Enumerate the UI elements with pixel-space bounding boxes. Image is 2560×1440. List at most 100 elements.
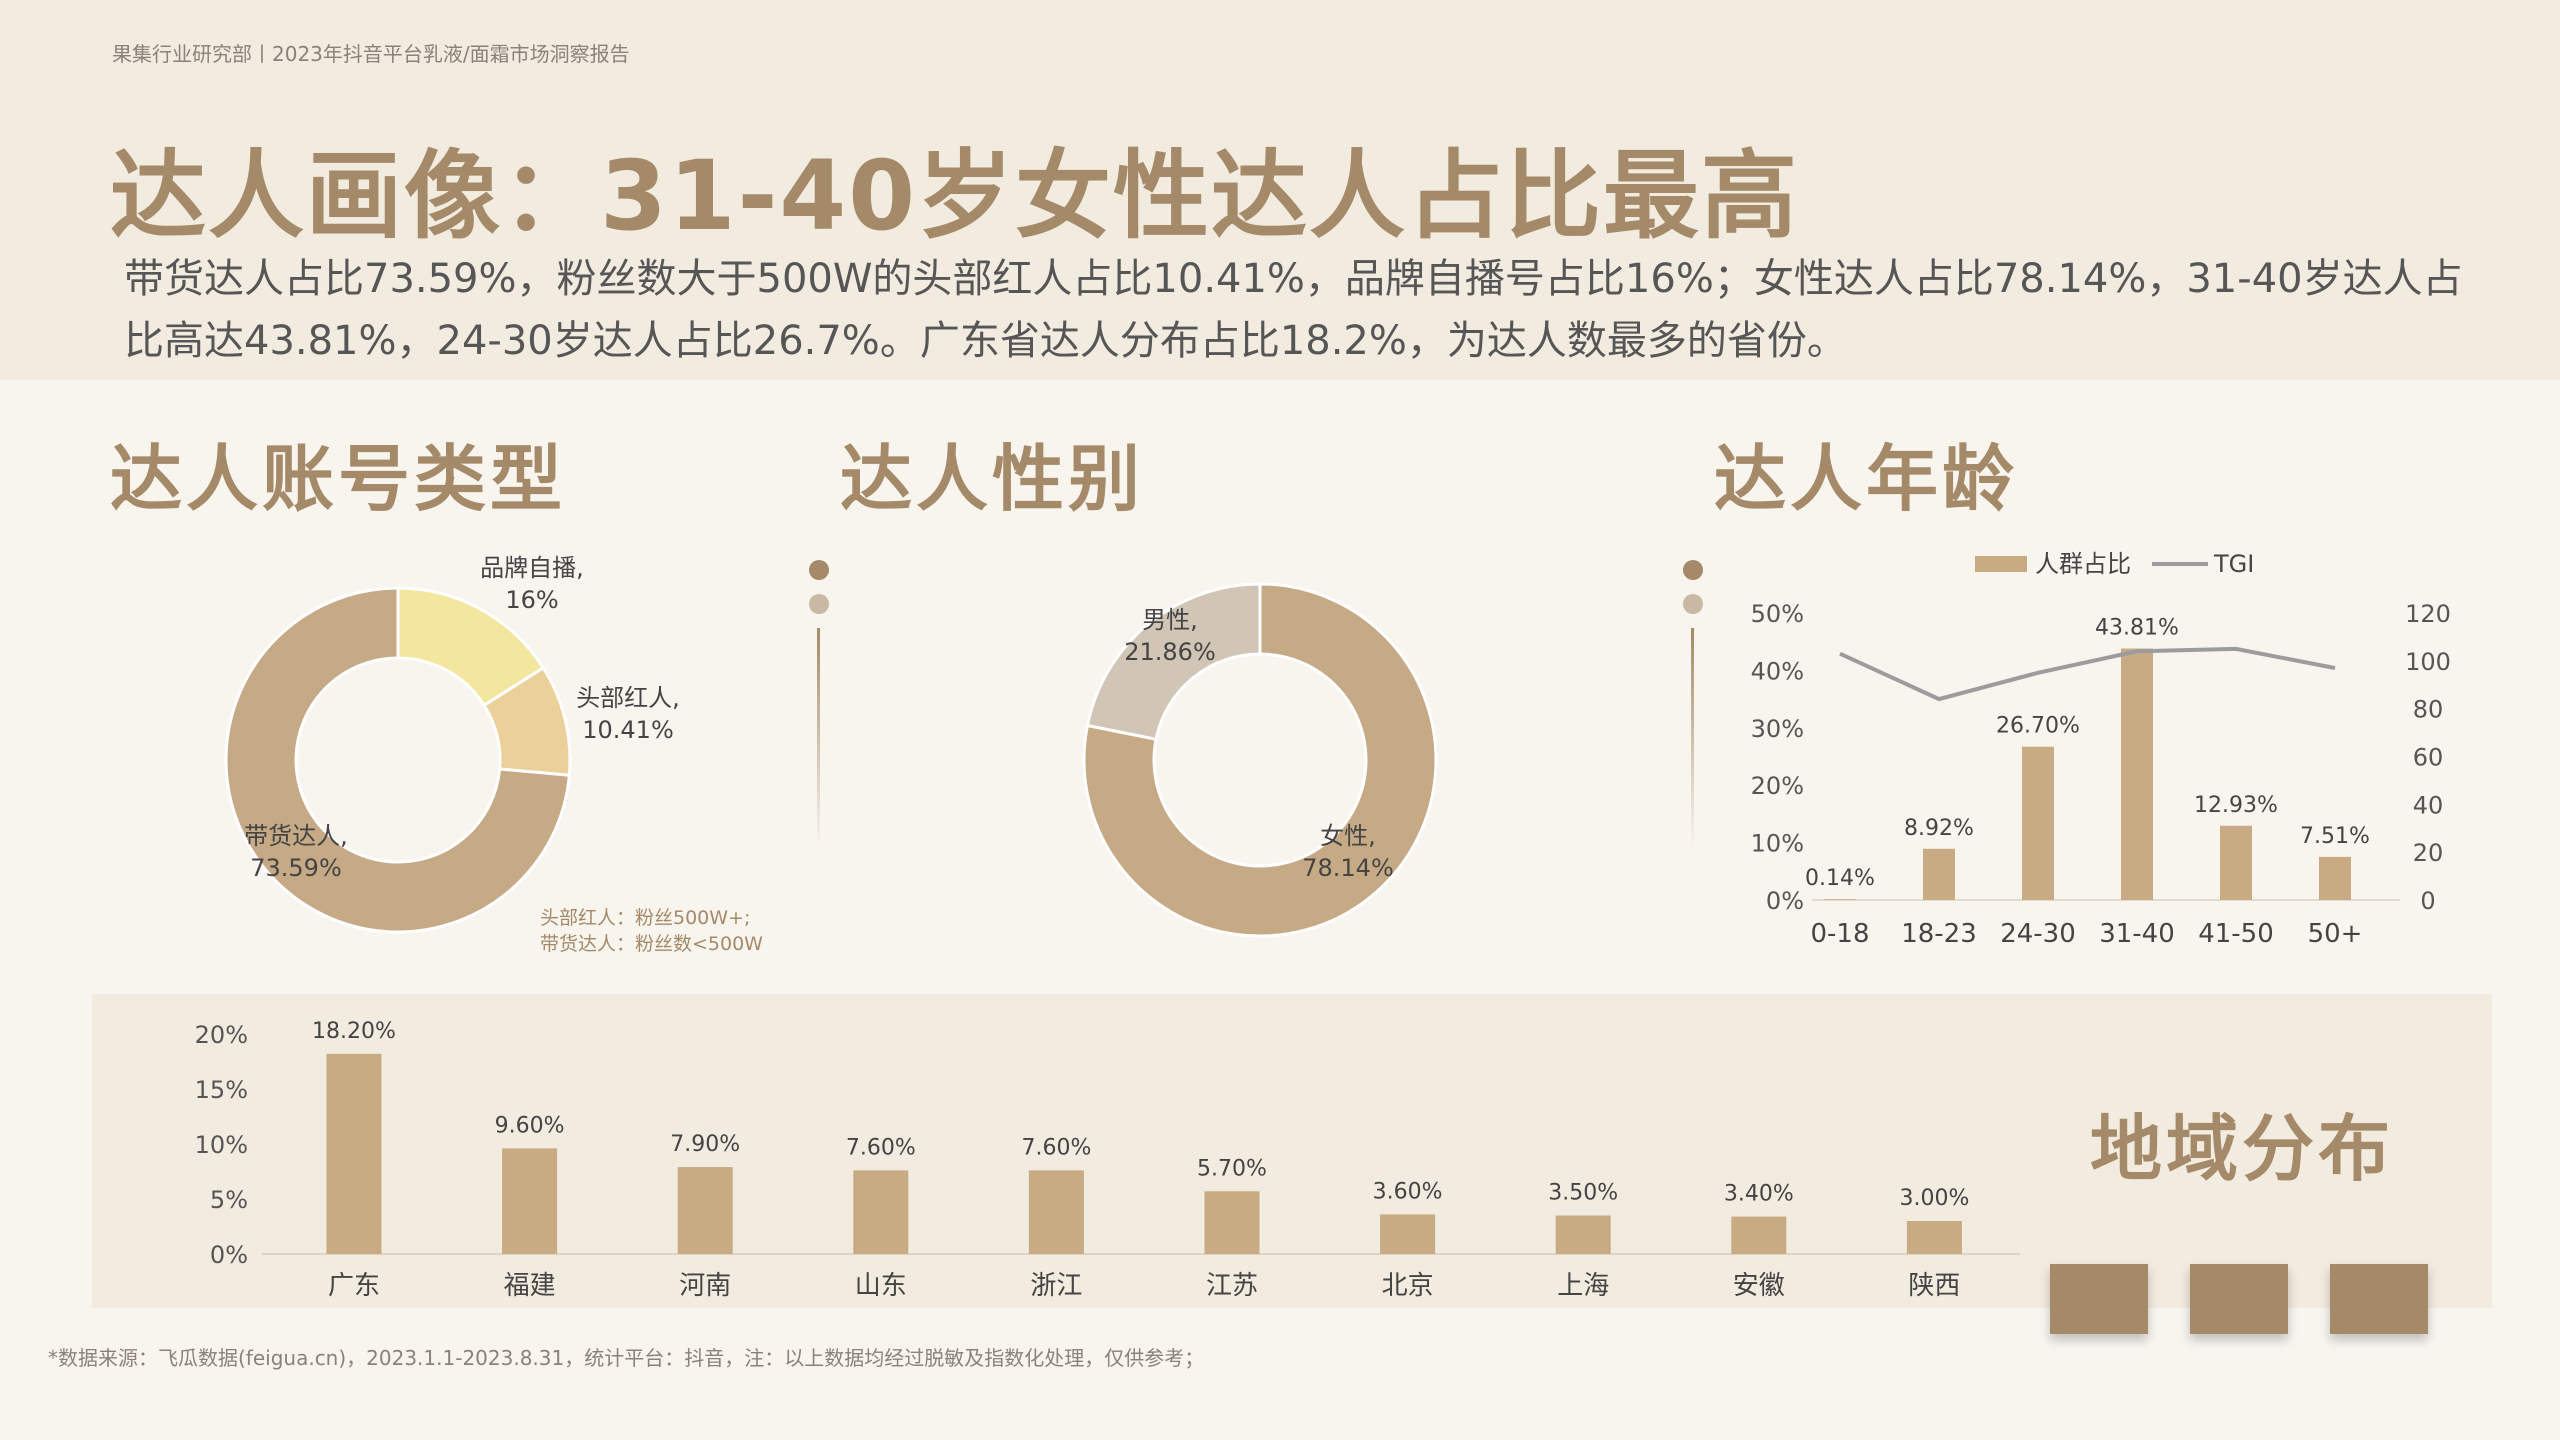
age-y2-tick: 120	[2405, 600, 2451, 628]
deco-line	[1691, 628, 1694, 848]
age-bar-label-0-18: 0.14%	[1805, 866, 1875, 891]
region-bar-江苏	[1204, 1191, 1260, 1254]
region-y-tick: 0%	[210, 1241, 248, 1269]
age-bar-18-23	[1923, 848, 1955, 900]
header-band	[0, 0, 2560, 380]
region-bar-label-河南: 7.90%	[670, 1132, 740, 1157]
region-x-tick-广东: 广东	[328, 1271, 380, 1301]
header-note: 果集行业研究部丨2023年抖音平台乳液/面霜市场洞察报告	[112, 42, 630, 66]
region-bar-label-安徽: 3.40%	[1724, 1182, 1794, 1207]
age-bar-label-24-30: 26.70%	[1996, 714, 2080, 739]
region-bar-label-上海: 3.50%	[1548, 1181, 1618, 1206]
region-bar-安徽	[1731, 1216, 1787, 1254]
region-y-tick: 10%	[195, 1131, 248, 1159]
age-y-tick: 30%	[1751, 715, 1804, 743]
legend-swatch-bar	[1975, 556, 2027, 572]
legend-label-bar: 人群占比	[2035, 550, 2131, 578]
region-x-tick-北京: 北京	[1382, 1271, 1434, 1301]
region-bar-北京	[1380, 1214, 1436, 1254]
deco-line	[817, 628, 820, 848]
account-type-label-0: 品牌自播, 16%	[480, 554, 584, 614]
region-x-tick-福建: 福建	[504, 1271, 556, 1301]
age-y2-tick: 100	[2405, 648, 2451, 676]
region-x-tick-河南: 河南	[679, 1271, 731, 1301]
region-x-tick-江苏: 江苏	[1206, 1271, 1258, 1301]
age-x-tick-31-40: 31-40	[2099, 919, 2175, 949]
age-y-tick: 20%	[1751, 772, 1804, 800]
deco-square	[2190, 1264, 2288, 1334]
region-bar-label-浙江: 7.60%	[1021, 1135, 1091, 1160]
age-y-tick: 50%	[1751, 600, 1804, 628]
region-x-tick-上海: 上海	[1557, 1271, 1609, 1301]
summary-text: 带货达人占比73.59%，粉丝数大于500W的头部红人占比10.41%，品牌自播…	[124, 256, 2463, 364]
age-bar-label-18-23: 8.92%	[1904, 816, 1974, 841]
region-bar-浙江	[1028, 1170, 1084, 1254]
gender-slice-1	[1085, 582, 1262, 741]
age-y-tick: 0%	[1766, 887, 1804, 915]
region-bar-label-山东: 7.60%	[846, 1135, 916, 1160]
region-bar-label-福建: 9.60%	[495, 1113, 565, 1138]
region-x-tick-安徽: 安徽	[1733, 1271, 1785, 1301]
region-bar-label-广东: 18.20%	[312, 1019, 396, 1044]
age-combo-chart: 人群占比 TGI 0% 10% 20% 30% 40% 50% 0 20 40 60 80 100 120…	[1751, 550, 2451, 949]
age-x-tick-0-18: 0-18	[1810, 919, 1869, 949]
age-x-tick-24-30: 24-30	[2000, 919, 2076, 949]
legend-label-line: TGI	[2213, 550, 2254, 578]
deco-dot-light	[1683, 594, 1703, 614]
region-bar-上海	[1555, 1215, 1611, 1254]
region-bar-chart: 0% 5% 10% 15% 20% 18.20% 广东 9.60% 福建 7.90% 河南 7.60…	[195, 1019, 2020, 1301]
account-type-donut-chart: 品牌自播, 16% 头部红人, 10.41% 带货达人, 73.59% 头部红人：粉丝50…	[224, 554, 763, 955]
age-bar-24-30	[2022, 746, 2054, 900]
age-y2-tick: 40	[2413, 791, 2444, 819]
gender-donut-chart: 女性, 78.14% 男性, 21.86%	[1082, 582, 1438, 938]
account-type-label-2: 带货达人, 73.59%	[244, 822, 348, 882]
region-bar-label-陕西: 3.00%	[1899, 1186, 1969, 1211]
region-band	[92, 994, 2492, 1308]
account-note-line-1: 头部红人：粉丝500W+;	[540, 907, 750, 929]
section-title-region: 地域分布	[2090, 1107, 2395, 1191]
deco-dot-dark	[1683, 560, 1703, 580]
region-x-tick-山东: 山东	[855, 1271, 907, 1301]
region-bar-山东	[853, 1170, 909, 1254]
gender-slice-0	[1082, 582, 1438, 938]
region-bar-福建	[502, 1148, 558, 1254]
age-bar-label-41-50: 12.93%	[2194, 793, 2278, 818]
deco-square	[2050, 1264, 2148, 1334]
age-x-tick-41-50: 41-50	[2198, 919, 2274, 949]
age-bar-0-18	[1824, 899, 1856, 900]
deco-square	[2330, 1264, 2428, 1334]
page-title: 达人画像：31-40岁女性达人占比最高	[110, 140, 1800, 252]
account-type-label-1: 头部红人, 10.41%	[576, 684, 680, 744]
age-y-tick: 10%	[1751, 830, 1804, 858]
deco-dot-dark	[809, 560, 829, 580]
age-bar-31-40	[2121, 648, 2153, 900]
region-bar-label-北京: 3.60%	[1373, 1179, 1443, 1204]
region-x-tick-浙江: 浙江	[1030, 1271, 1082, 1301]
age-bar-label-50+: 7.51%	[2300, 824, 2370, 849]
gender-label-1: 男性, 21.86%	[1124, 606, 1216, 666]
region-y-tick: 15%	[195, 1076, 248, 1104]
region-bar-广东	[326, 1053, 382, 1254]
account-type-slice-2	[224, 586, 571, 934]
region-x-tick-陕西: 陕西	[1908, 1271, 1960, 1301]
region-y-tick: 5%	[210, 1186, 248, 1214]
region-bar-label-江苏: 5.70%	[1197, 1156, 1267, 1181]
section-title-gender: 达人性别	[840, 437, 1145, 521]
age-bar-50+	[2319, 856, 2351, 900]
age-bar-41-50	[2220, 825, 2252, 900]
age-y-tick: 40%	[1751, 657, 1804, 685]
age-y2-tick: 0	[2420, 887, 2435, 915]
tgi-line	[1839, 646, 2336, 702]
region-y-tick: 20%	[195, 1021, 248, 1049]
age-y2-tick: 60	[2413, 744, 2444, 772]
age-bar-label-31-40: 43.81%	[2095, 616, 2179, 641]
gender-label-0: 女性, 78.14%	[1302, 822, 1394, 882]
age-x-tick-50+: 50+	[2308, 919, 2363, 949]
section-title-age: 达人年龄	[1714, 437, 2019, 521]
age-y2-tick: 20	[2413, 839, 2444, 867]
section-title-account-type: 达人账号类型	[110, 437, 567, 521]
age-y2-tick: 80	[2413, 696, 2444, 724]
footnote: *数据来源：飞瓜数据(feigua.cn)，2023.1.1-2023.8.31…	[48, 1346, 1205, 1370]
region-bar-河南	[677, 1167, 733, 1254]
account-note-line-2: 带货达人：粉丝数<500W	[540, 933, 763, 955]
